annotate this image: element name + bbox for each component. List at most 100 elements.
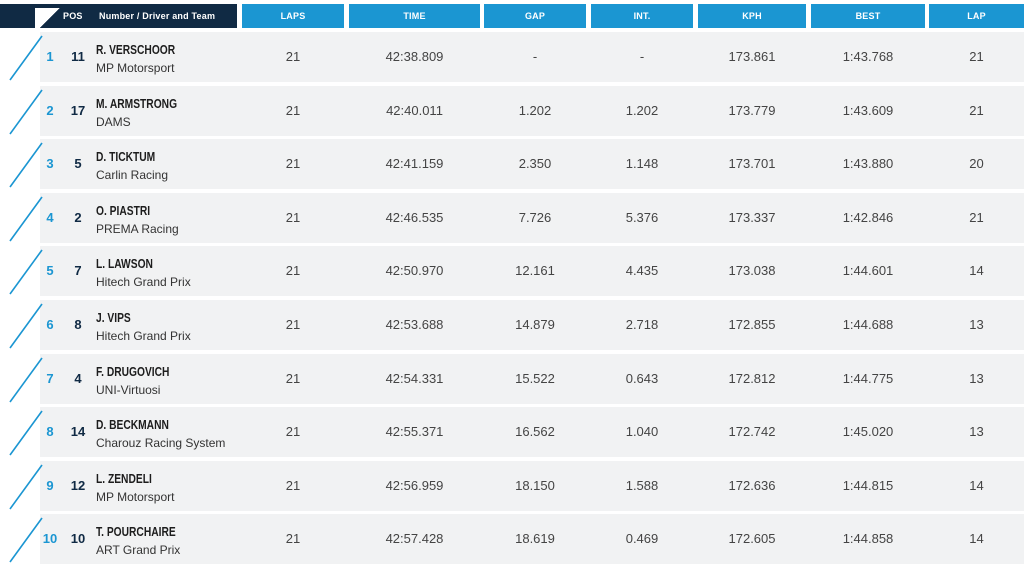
slash-decoration-icon (8, 409, 44, 457)
laps-value: 21 (285, 317, 301, 332)
team-name: MP Motorsport (96, 61, 175, 75)
interval-value: 1.588 (625, 477, 659, 493)
table-row[interactable]: 4 2 O. PIASTRI PREMA Racing 21 42:46.535 7.726… (0, 192, 1024, 243)
row-background (40, 32, 1024, 82)
driver-team-cell: T. POURCHAIRE ART Grand Prix (96, 514, 246, 564)
driver-name[interactable]: L. ZENDELI (96, 471, 152, 486)
driver-name[interactable]: J. VIPS (96, 311, 131, 325)
laps-value: 21 (285, 102, 301, 118)
time-value: 42:46.535 (385, 209, 444, 225)
header-best[interactable]: BEST (811, 4, 925, 28)
driver-name[interactable]: F. DRUGOVICH (96, 364, 170, 379)
car-number: 4 (74, 370, 82, 386)
position: 1 (46, 49, 54, 64)
kph-value: 172.636 (728, 477, 776, 493)
time-value: 42:55.371 (385, 424, 444, 440)
position: 5 (46, 263, 54, 279)
slash-decoration-icon (8, 34, 44, 82)
best-lap-time-value: 1:44.601 (842, 263, 894, 279)
row-background (40, 300, 1024, 350)
row-background (40, 407, 1024, 458)
best-lap-number-value: 13 (969, 424, 984, 440)
laps-value: 21 (285, 477, 301, 493)
gap-value: 15.522 (515, 370, 555, 386)
gap-value: 16.562 (515, 424, 555, 440)
row-background (40, 460, 1024, 511)
best-lap-time-value: 1:44.858 (842, 531, 894, 547)
table-row[interactable]: 6 8 J. VIPS Hitech Grand Prix 21 42:53.688 14.… (0, 300, 1024, 350)
gap-value: - (532, 49, 538, 64)
driver-name[interactable]: T. POURCHAIRE (96, 525, 176, 540)
table-row[interactable]: 7 4 F. DRUGOVICH UNI-Virtuosi 21 42:54.331 15.… (0, 353, 1024, 404)
kph-value: 173.779 (728, 102, 776, 118)
laps-value: 21 (285, 531, 301, 547)
car-number: 5 (74, 156, 82, 172)
table-row[interactable]: 1 11 R. VERSCHOOR MP Motorsport 21 42:38.809-… (0, 32, 1024, 82)
best-lap-number-value: 14 (969, 263, 984, 279)
laps-value: 21 (285, 156, 301, 172)
table-row[interactable]: 8 14 D. BECKMANN Charouz Racing System 21 42:… (0, 407, 1024, 458)
slash-decoration-icon (8, 248, 44, 296)
driver-name[interactable]: O. PIASTRI (96, 203, 151, 218)
row-background (40, 139, 1024, 190)
driver-team-cell: M. ARMSTRONG DAMS (96, 86, 246, 136)
kph-value: 172.855 (728, 317, 776, 332)
row-background (40, 85, 1024, 136)
slash-decoration-icon (8, 302, 44, 350)
header-stripe-decoration (35, 8, 61, 32)
team-name: ART Grand Prix (96, 543, 181, 558)
driver-name[interactable]: L. LAWSON (96, 257, 153, 272)
driver-name[interactable]: D. BECKMANN (96, 418, 169, 433)
driver-name[interactable]: M. ARMSTRONG (96, 96, 178, 111)
interval-value: - (639, 49, 645, 64)
position: 7 (46, 370, 54, 386)
row-background (40, 192, 1024, 243)
kph-value: 172.812 (728, 370, 776, 386)
gap-value: 7.726 (518, 209, 552, 225)
driver-name[interactable]: D. TICKTUM (96, 150, 156, 165)
header-time[interactable]: TIME (349, 4, 480, 28)
header-kph[interactable]: KPH (698, 4, 806, 28)
gap-value: 2.350 (518, 156, 552, 172)
interval-value: 1.040 (625, 424, 659, 440)
driver-name[interactable]: R. VERSCHOOR (96, 43, 176, 57)
position: 6 (46, 317, 54, 332)
kph-value: 173.861 (728, 49, 776, 64)
interval-value: 2.718 (625, 317, 659, 332)
time-value: 42:54.331 (385, 370, 444, 386)
best-lap-number-value: 21 (969, 49, 984, 64)
best-lap-time-value: 1:44.775 (842, 370, 894, 386)
gap-value: 12.161 (515, 263, 555, 279)
laps-value: 21 (285, 49, 301, 64)
slash-decoration-icon (8, 516, 44, 564)
table-row[interactable]: 5 7 L. LAWSON Hitech Grand Prix 21 42:50.970 1… (0, 246, 1024, 297)
car-number: 12 (70, 477, 86, 493)
table-row[interactable]: 10 10 T. POURCHAIRE ART Grand Prix 21 42:57.4… (0, 514, 1024, 565)
row-background (40, 246, 1024, 297)
team-name: DAMS (96, 114, 131, 129)
table-row[interactable]: 9 12 L. ZENDELI MP Motorsport 21 42:56.959 18.… (0, 460, 1024, 511)
table-row[interactable]: 3 5 D. TICKTUM Carlin Racing 21 42:41.159 2.35… (0, 139, 1024, 190)
header-laps[interactable]: LAPS (242, 4, 344, 28)
header-driver-team[interactable]: Number / Driver and Team (99, 11, 216, 21)
best-lap-number-value: 21 (969, 102, 984, 118)
time-value: 42:40.011 (386, 102, 443, 118)
driver-team-cell: J. VIPS Hitech Grand Prix (96, 300, 246, 350)
results-table-header: POS Number / Driver and Team LAPS TIME G… (0, 4, 1024, 32)
best-lap-number-value: 13 (969, 370, 984, 386)
header-gap[interactable]: GAP (484, 4, 586, 28)
kph-value: 172.605 (728, 531, 776, 547)
interval-value: 0.469 (625, 531, 659, 547)
header-pos[interactable]: POS (63, 11, 83, 21)
position: 2 (46, 102, 54, 118)
header-int[interactable]: INT. (591, 4, 693, 28)
team-name: Hitech Grand Prix (96, 329, 191, 343)
best-lap-time-value: 1:45.020 (842, 424, 894, 440)
slash-decoration-icon (8, 356, 44, 404)
table-row[interactable]: 2 17 M. ARMSTRONG DAMS 21 42:40.011 1.202 1.202… (0, 85, 1024, 136)
driver-team-cell: L. LAWSON Hitech Grand Prix (96, 246, 246, 296)
kph-value: 172.742 (728, 424, 776, 440)
best-lap-number-value: 13 (969, 317, 984, 332)
header-lap[interactable]: LAP (929, 4, 1024, 28)
driver-team-cell: D. BECKMANN Charouz Racing System (96, 407, 246, 457)
